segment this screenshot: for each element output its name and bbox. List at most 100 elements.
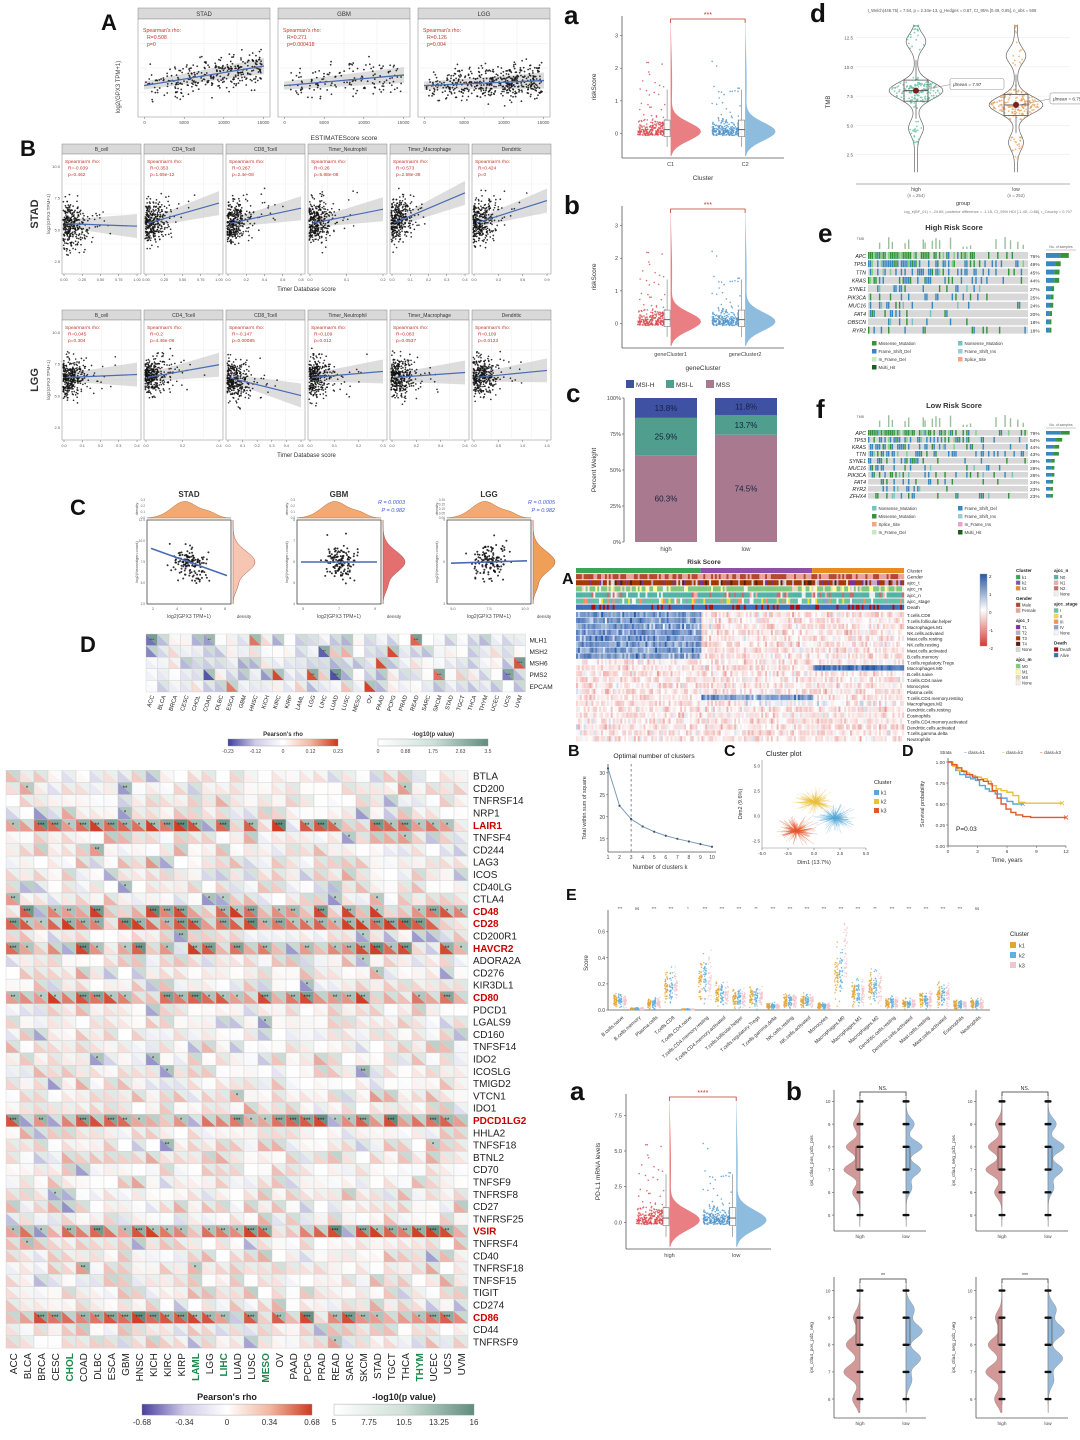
svg-text:0.2: 0.2 [426, 278, 431, 282]
svg-text:Spearman's rho:: Spearman's rho: [147, 325, 182, 331]
svg-text:R=-0.147: R=-0.147 [232, 332, 252, 338]
svg-text:1.00: 1.00 [133, 278, 140, 282]
svg-text:R=0.573: R=0.573 [396, 166, 415, 172]
svg-text:CD4_Tcell: CD4_Tcell [172, 313, 195, 319]
svg-text:0: 0 [423, 120, 426, 125]
svg-text:0.1: 0.1 [80, 444, 85, 448]
svg-text:0.75: 0.75 [115, 278, 122, 282]
svg-text:R=0.353: R=0.353 [150, 166, 169, 172]
panel-label-b2: b [786, 1078, 802, 1104]
svg-text:ESTIMATEScore score: ESTIMATEScore score [311, 135, 378, 142]
svg-text:Spearman's rho:: Spearman's rho: [311, 325, 346, 331]
svg-text:Spearman's rho:: Spearman's rho: [393, 325, 428, 331]
svg-text:1.00: 1.00 [215, 278, 222, 282]
svg-text:CD4_Tcell: CD4_Tcell [172, 147, 195, 153]
svg-text:LGG: LGG [478, 12, 491, 18]
svg-text:log2(GPX3 TPM+1): log2(GPX3 TPM+1) [46, 193, 51, 234]
svg-text:0.0: 0.0 [225, 444, 230, 448]
svg-text:p=0: p=0 [478, 172, 486, 178]
svg-text:Spearman's rho:: Spearman's rho: [283, 28, 321, 34]
svg-text:R=0.083: R=0.083 [396, 332, 415, 338]
svg-text:0.0: 0.0 [471, 278, 476, 282]
panel-label-B: B [20, 138, 36, 160]
svg-text:R=0.045: R=0.045 [68, 332, 87, 338]
svg-text:0.2: 0.2 [255, 444, 260, 448]
svg-text:0.0: 0.0 [143, 444, 148, 448]
svg-text:Timer_Macrophage: Timer_Macrophage [408, 147, 451, 153]
panel-D-mmr-heatmap: *** ** *** MLH1 ** MSH2 *** MSH6 ** *** *** *** PMS2… [98, 628, 566, 770]
svg-text:Spearman's rho:: Spearman's rho: [311, 159, 346, 165]
svg-text:0.6: 0.6 [280, 278, 285, 282]
panel-b2-ips-grid: 5 6 7 8 9 10 ips_ctla4_pos_pd1_pos high low NS. 5 6… [804, 1076, 1080, 1440]
svg-text:0.6: 0.6 [462, 444, 467, 448]
svg-text:0.25: 0.25 [161, 278, 168, 282]
svg-text:10.0: 10.0 [52, 330, 61, 335]
panel-a2-pdl1-raincloud: 0.0 2.5 5.0 7.5 PD-L1 mRNA levels high low **** [588, 1082, 783, 1277]
svg-text:0.2: 0.2 [356, 444, 361, 448]
svg-text:log2(GPX3 TPM+1): log2(GPX3 TPM+1) [46, 359, 51, 400]
svg-text:Spearman's rho:: Spearman's rho: [423, 28, 461, 34]
panel-label-c: c [566, 380, 580, 406]
svg-text:Timer_Neutrophil: Timer_Neutrophil [328, 147, 366, 153]
svg-text:Timer Database score: Timer Database score [277, 287, 336, 293]
panel-B2-elbow: Optimal number of clusters 15 20 25 30 1 2 3 4 5 6… [578, 748, 720, 878]
svg-text:Spearman's rho:: Spearman's rho: [475, 159, 510, 165]
svg-text:GBM: GBM [337, 12, 351, 18]
svg-text:p=2.4e-08: p=2.4e-08 [232, 172, 254, 178]
svg-text:R=-0.039: R=-0.039 [68, 166, 88, 172]
svg-text:p=0.304: p=0.304 [68, 338, 86, 344]
svg-text:R=0.271: R=0.271 [287, 35, 307, 41]
panel-D2-survival: Strata − class=k1− class=k2− class=k3 0.00 0.2… [914, 746, 1078, 878]
panel-label-C: C [70, 497, 86, 519]
panel-E2-cibersort-strip: 0.0 0.2 0.4 0.6 Score *** B.cells.naive ns B.cel… [578, 890, 1072, 1074]
svg-text:15000: 15000 [397, 120, 410, 125]
panel-B-timer-scatter-grid: STAD log2(GPX3 TPM+1) 2.5 5.0 7.5 10.0 B_cell S… [28, 142, 555, 480]
svg-text:p=0: p=0 [147, 42, 156, 48]
svg-text:0.1: 0.1 [332, 444, 337, 448]
svg-text:log2(GPX3 TPM+1): log2(GPX3 TPM+1) [116, 61, 122, 113]
svg-text:0.2: 0.2 [414, 444, 419, 448]
svg-text:0.1: 0.1 [344, 278, 349, 282]
svg-text:7.5: 7.5 [54, 196, 60, 201]
svg-text:0.00: 0.00 [60, 278, 67, 282]
panel-C-neoantigen-scatter: STAD density 0.0 0.1 0.2 0.3 log2(Neoantigen c… [95, 488, 565, 633]
svg-text:p=0.004: p=0.004 [427, 42, 446, 48]
panel-label-a2: a [570, 1078, 584, 1104]
svg-text:0.3: 0.3 [380, 444, 385, 448]
svg-text:0: 0 [283, 120, 286, 125]
svg-text:Spearman's rho:: Spearman's rho: [65, 325, 100, 331]
panel-label-D: D [80, 634, 96, 656]
svg-text:0.5: 0.5 [298, 444, 303, 448]
svg-text:0.0: 0.0 [389, 444, 394, 448]
svg-text:R=0.26: R=0.26 [314, 166, 330, 172]
svg-text:0.50: 0.50 [97, 278, 104, 282]
svg-text:0.0: 0.0 [389, 278, 394, 282]
svg-text:STAD: STAD [29, 199, 41, 228]
svg-text:p=5.88e-08: p=5.88e-08 [314, 172, 339, 178]
svg-text:2.5: 2.5 [54, 259, 60, 264]
svg-text:5000: 5000 [179, 120, 189, 125]
panel-label-C2: C [724, 744, 736, 760]
panel-label-A2: A [562, 572, 574, 588]
svg-text:5000: 5000 [459, 120, 469, 125]
svg-text:p=1.65e-12: p=1.65e-12 [150, 172, 175, 178]
svg-text:0.3: 0.3 [444, 278, 449, 282]
svg-text:B_cell: B_cell [95, 147, 109, 153]
panel-a-riskscore-cluster: 0 1 2 3 riskScore C1 C2 *** Cluster [584, 4, 796, 186]
svg-text:Spearman's rho:: Spearman's rho: [393, 159, 428, 165]
panel-c-msi-stacked-bar: MSI-H MSI-L MSS 0% 25% 50% 75% 100% Percent Weig… [584, 376, 799, 568]
svg-text:Spearman's rho:: Spearman's rho: [229, 325, 264, 331]
svg-text:Timer_Macrophage: Timer_Macrophage [408, 313, 451, 319]
svg-text:0.6: 0.6 [520, 278, 525, 282]
svg-text:0.2: 0.2 [244, 278, 249, 282]
svg-text:p=0.0537: p=0.0537 [396, 338, 416, 344]
svg-text:Spearman's rho:: Spearman's rho: [229, 159, 264, 165]
svg-text:CD8_Tcell: CD8_Tcell [254, 147, 277, 153]
svg-text:5000: 5000 [319, 120, 329, 125]
svg-text:Dendritic: Dendritic [502, 147, 522, 153]
svg-text:7.5: 7.5 [54, 362, 60, 367]
panel-label-d: d [810, 0, 826, 26]
panel-label-A: A [101, 12, 117, 34]
svg-text:0.0: 0.0 [61, 444, 66, 448]
